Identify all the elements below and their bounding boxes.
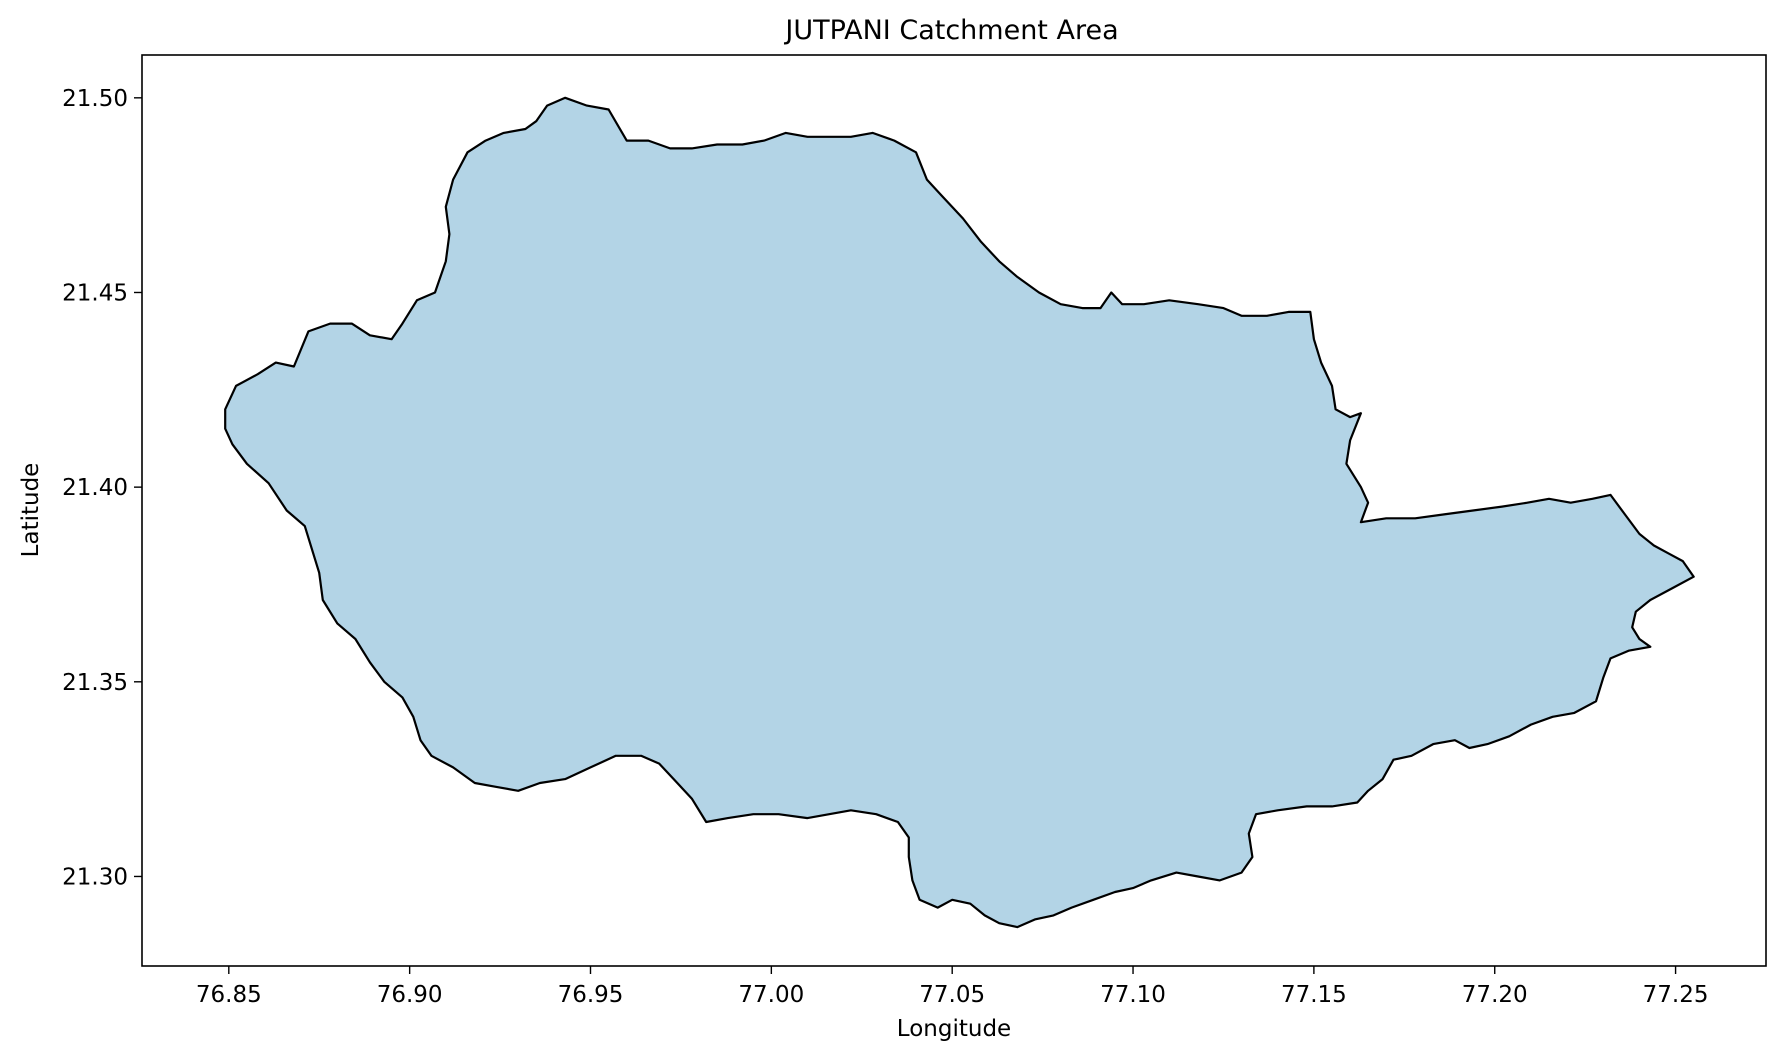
x-tick-label: 77.00 bbox=[738, 982, 804, 1008]
x-tick-label: 77.20 bbox=[1462, 982, 1528, 1008]
x-axis-ticks: 76.85 76.90 76.95 77.00 77.05 77.10 77.15 77.20… bbox=[196, 966, 1709, 1008]
y-axis-label: Latitude bbox=[18, 463, 44, 558]
y-tick-label: 21.30 bbox=[62, 864, 128, 890]
plot-area bbox=[141, 54, 1767, 967]
x-tick-label: 77.15 bbox=[1281, 982, 1347, 1008]
y-axis-ticks: 21.30 21.35 21.40 21.45 21.50 bbox=[62, 86, 142, 890]
x-tick-label: 77.25 bbox=[1643, 982, 1709, 1008]
y-tick-label: 21.40 bbox=[62, 475, 128, 501]
x-tick-label: 76.95 bbox=[558, 982, 624, 1008]
chart-title: JUTPANI Catchment Area bbox=[783, 15, 1118, 46]
y-tick-label: 21.35 bbox=[62, 670, 128, 696]
x-tick-label: 77.05 bbox=[919, 982, 985, 1008]
x-tick-label: 77.10 bbox=[1100, 982, 1166, 1008]
y-tick-label: 21.45 bbox=[62, 280, 128, 306]
x-tick-label: 76.90 bbox=[377, 982, 443, 1008]
x-tick-label: 76.85 bbox=[196, 982, 262, 1008]
x-axis-label: Longitude bbox=[897, 1016, 1011, 1042]
y-tick-label: 21.50 bbox=[62, 86, 128, 112]
axes-frame bbox=[141, 54, 1767, 967]
catchment-polygon[interactable] bbox=[224, 96, 1695, 929]
